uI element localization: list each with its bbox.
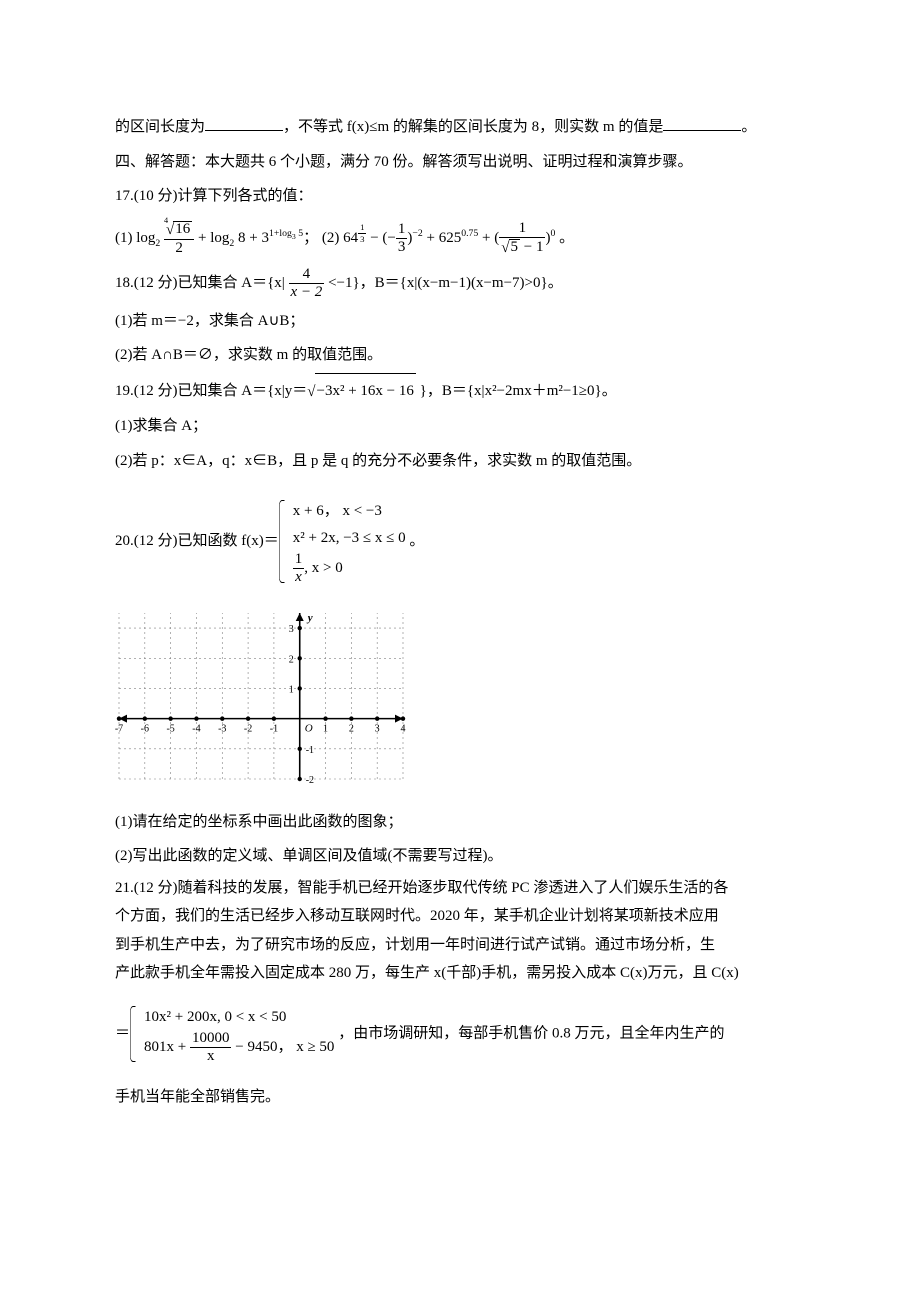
- sep: ； (2): [303, 230, 343, 246]
- fraction: 15 − 1: [499, 221, 545, 256]
- q20-part1: (1)请在给定的坐标系中画出此函数的图象；: [115, 805, 805, 840]
- svg-text:1: 1: [323, 724, 328, 735]
- txt: 。: [741, 119, 756, 135]
- base: 2: [155, 238, 160, 249]
- exp: 0.75: [461, 228, 478, 239]
- sqrt: 5: [501, 239, 520, 256]
- period: 。: [555, 230, 574, 246]
- q18-part2: (2)若 A∩B＝∅，求实数 m 的取值范围。: [115, 338, 805, 373]
- q17-expr: (1) log2 416 2 + log2 8 + 31+log3 5； (2)…: [115, 214, 805, 262]
- q18-heading: 18.(12 分)已知集合 A＝{x| 4x − 2 <−1}，B＝{x|(x−…: [115, 262, 805, 304]
- q17-heading: 17.(10 分)计算下列各式的值：: [115, 179, 805, 214]
- svg-text:3: 3: [375, 724, 380, 735]
- txt: <−1}，B＝{x|(x−m−1)(x−m−7)>0}。: [324, 275, 562, 291]
- txt: + (: [478, 230, 499, 246]
- svg-text:3: 3: [289, 624, 294, 635]
- svg-text:-6: -6: [141, 724, 149, 735]
- q21-para-5: 手机当年能全部销售完。: [115, 1080, 805, 1115]
- txt: ，不等式 f(x)≤m 的解集的区间长度为 8，则实数 m 的值是: [283, 119, 663, 135]
- svg-text:4: 4: [401, 724, 406, 735]
- piece-3: 1x, x > 0: [293, 552, 406, 585]
- q21-para-3: 到手机生产中去，为了研究市场的反应，计划用一年时间进行试产试销。通过市场分析，生: [115, 931, 805, 960]
- blank-2: [663, 117, 741, 132]
- eq-sign: ＝: [115, 1025, 130, 1041]
- svg-text:O: O: [305, 723, 313, 735]
- fraction: 10000x: [190, 1031, 232, 1064]
- fraction: 4x − 2: [289, 267, 325, 300]
- txt: 19.(12 分)已知集合 A＝{x|y＝: [115, 383, 307, 399]
- txt: ，由市场调研知，每部手机售价 0.8 万元，且全年内生产的: [334, 1025, 724, 1041]
- piece-1: x + 6， x < −3: [293, 498, 406, 525]
- q21-para-2: 个方面，我们的生活已经步入移动互联网时代。2020 年，某手机企业计划将某项新技…: [115, 902, 805, 931]
- svg-text:y: y: [306, 612, 313, 624]
- q18-part1: (1)若 m＝−2，求集合 A∪B；: [115, 304, 805, 339]
- txt: 18.(12 分)已知集合 A＝{x|: [115, 275, 289, 291]
- txt: 的区间长度为: [115, 119, 205, 135]
- fraction: 1x: [293, 552, 305, 585]
- q21-equation: ＝ 10x² + 200x, 0 < x < 50 801x + 10000x …: [115, 1004, 805, 1064]
- piecewise: 10x² + 200x, 0 < x < 50 801x + 10000x − …: [130, 1004, 334, 1064]
- fraction: 13: [396, 222, 408, 255]
- svg-text:-4: -4: [192, 724, 200, 735]
- txt: 8 + 3: [234, 230, 269, 246]
- log: log: [136, 230, 155, 246]
- exp: −2: [412, 228, 422, 239]
- exam-page: 的区间长度为，不等式 f(x)≤m 的解集的区间长度为 8，则实数 m 的值是。…: [0, 0, 920, 1302]
- period: 。: [406, 533, 425, 549]
- piece-2: x² + 2x, −3 ≤ x ≤ 0: [293, 525, 406, 552]
- q21-para-1: 21.(12 分)随着科技的发展，智能手机已经开始逐步取代传统 PC 渗透进入了…: [115, 874, 805, 903]
- piece-1: 10x² + 200x, 0 < x < 50: [144, 1004, 334, 1031]
- fraction: 416 2: [164, 221, 194, 256]
- q19-heading: 19.(12 分)已知集合 A＝{x|y＝−3x² + 16x − 16 }，B…: [115, 373, 805, 410]
- svg-text:-1: -1: [306, 745, 314, 756]
- txt: + 625: [423, 230, 461, 246]
- txt: − (−: [366, 230, 395, 246]
- grid-svg: -7 -6 -5 -4 -3 -2 -1 1 2 3 4 1 2 3 -1 -2 Oy: [113, 605, 413, 785]
- blank-1: [205, 117, 283, 132]
- sqrt: −3x² + 16x − 16: [307, 373, 416, 410]
- piece-2: 801x + 10000x − 9450， x ≥ 50: [144, 1031, 334, 1064]
- q19-part2: (2)若 p：x∈A，q：x∈B，且 p 是 q 的充分不必要条件，求实数 m …: [115, 444, 805, 479]
- svg-text:-3: -3: [218, 724, 226, 735]
- svg-text:1: 1: [289, 684, 294, 695]
- q21-para-4: 产此款手机全年需投入固定成本 280 万，每生产 x(千部)手机，需另投入成本 …: [115, 959, 805, 988]
- q19-part1: (1)求集合 A；: [115, 409, 805, 444]
- svg-text:-2: -2: [244, 724, 252, 735]
- piecewise: x + 6， x < −3 x² + 2x, −3 ≤ x ≤ 0 1x, x …: [279, 498, 406, 585]
- svg-text:2: 2: [349, 724, 354, 735]
- txt: 20.(12 分)已知函数 f(x)＝: [115, 533, 279, 549]
- nth-root: 416: [166, 221, 192, 238]
- svg-text:2: 2: [289, 654, 294, 665]
- txt: + log: [194, 230, 229, 246]
- section-4-heading: 四、解答题：本大题共 6 个小题，满分 70 份。解答须写出说明、证明过程和演算…: [115, 145, 805, 180]
- svg-text:-7: -7: [115, 724, 123, 735]
- svg-text:-2: -2: [306, 775, 314, 785]
- q20-part2: (2)写出此函数的定义域、单调区间及值域(不需要写过程)。: [115, 839, 805, 874]
- txt: (1): [115, 230, 136, 246]
- cont-line: 的区间长度为 ，不等式 f(x)≤m 的解集的区间长度为 8，则实数 m 的值是 。: [115, 110, 805, 145]
- coordinate-grid: -7 -6 -5 -4 -3 -2 -1 1 2 3 4 1 2 3 -1 -2 Oy: [113, 605, 805, 799]
- svg-text:-1: -1: [270, 724, 278, 735]
- txt: }，B＝{x|x²−2mx＋m²−1≥0}。: [416, 383, 617, 399]
- svg-text:-5: -5: [166, 724, 174, 735]
- q20-heading: 20.(12 分)已知函数 f(x)＝ x + 6， x < −3 x² + 2…: [115, 498, 805, 585]
- n64: 64: [343, 230, 358, 246]
- exp: 1+log3 5: [269, 228, 303, 239]
